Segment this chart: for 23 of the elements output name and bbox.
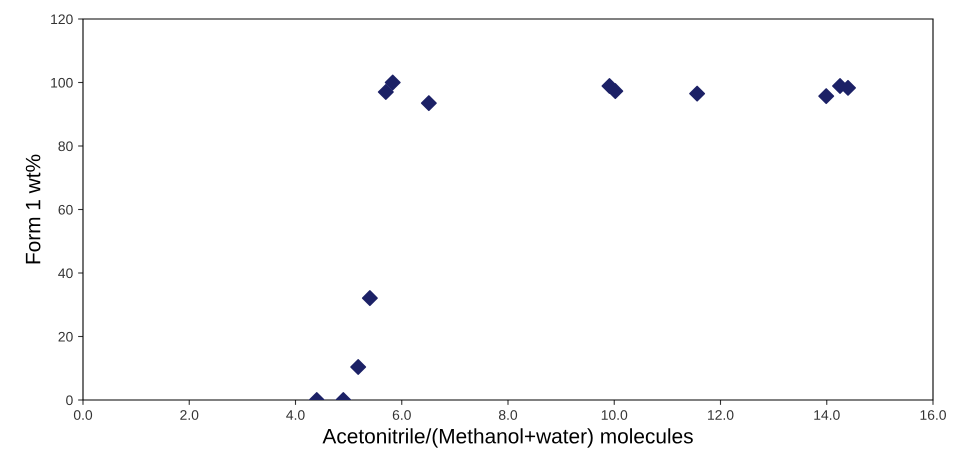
- y-tick-label: 60: [58, 204, 73, 215]
- point: [689, 86, 706, 102]
- y-tick-label: 120: [51, 14, 73, 24]
- point: [420, 95, 437, 112]
- x-tick-label: 14.0: [814, 410, 840, 420]
- x-tick-label: 0.0: [74, 410, 92, 420]
- y-tick-label: 20: [58, 332, 73, 342]
- y-tick-label: 40: [58, 268, 73, 278]
- x-tick-label: 16.0: [920, 410, 946, 420]
- point: [384, 74, 401, 90]
- x-tick-label: 6.0: [392, 410, 411, 420]
- point: [818, 88, 834, 104]
- x-tick-label: 4.0: [286, 410, 305, 420]
- x-tick-label: 12.0: [708, 410, 734, 420]
- y-tick-label: 100: [51, 78, 73, 88]
- x-axis-title: Acetonitrile/(Methanol+water) molecules: [322, 428, 693, 448]
- y-axis-title: Form 1 wt%: [26, 154, 40, 264]
- y-tick-label: 80: [58, 141, 73, 152]
- x-tick-label: 10.0: [602, 410, 628, 420]
- x-tick-label: 8.0: [498, 410, 518, 420]
- point: [378, 84, 394, 100]
- y-tick-label: 0: [66, 395, 73, 406]
- x-tick-label: 2.0: [180, 410, 198, 420]
